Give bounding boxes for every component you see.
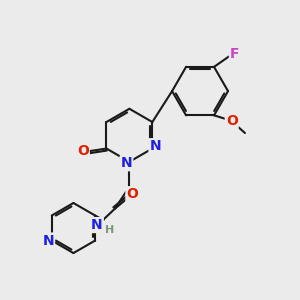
Text: F: F: [230, 46, 239, 61]
Text: N: N: [121, 156, 132, 170]
Text: H: H: [105, 225, 114, 236]
Text: O: O: [126, 187, 138, 201]
Text: N: N: [42, 233, 54, 248]
Text: N: N: [149, 139, 161, 153]
Text: O: O: [77, 145, 89, 158]
Text: N: N: [91, 218, 103, 232]
Text: O: O: [226, 114, 238, 128]
